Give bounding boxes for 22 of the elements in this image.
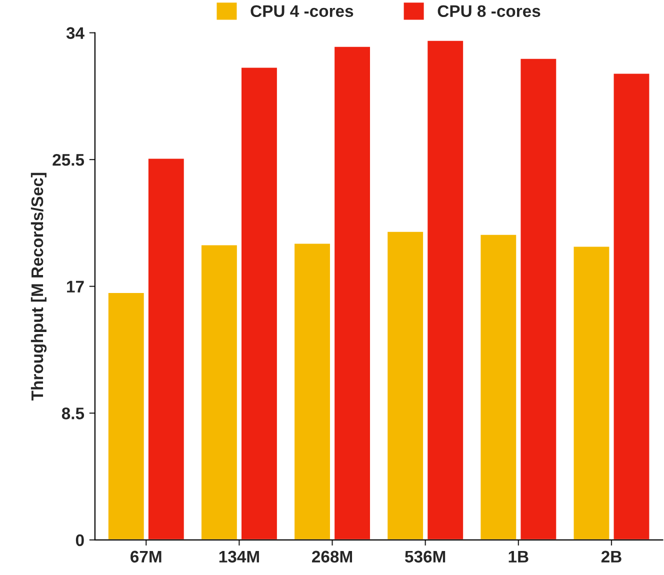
bar	[479, 233, 518, 540]
y-tick-label: 34	[66, 27, 84, 39]
y-tick-label: 8.5	[62, 408, 84, 420]
bar	[519, 57, 558, 540]
bar	[426, 40, 464, 540]
x-tick-label: 67M	[130, 550, 162, 563]
legend-label: CPU 4 -cores	[250, 5, 354, 18]
bar	[107, 292, 146, 540]
x-tick-label: 268M	[312, 550, 352, 563]
x-tick-label: 536M	[405, 550, 446, 563]
x-tick-label: 1B	[508, 550, 528, 562]
legend-label: CPU 8 -cores	[438, 5, 540, 18]
bar	[386, 230, 424, 540]
x-tick-label: 2B	[601, 550, 622, 562]
y-tick-label: 0	[76, 534, 84, 546]
y-axis-title: Throughput [M Records/Sec]	[30, 172, 47, 401]
bar	[612, 72, 651, 540]
y-tick-label: 17	[67, 280, 84, 292]
x-tick-label: 134M	[219, 550, 259, 563]
bar	[572, 245, 611, 540]
bar	[147, 157, 186, 540]
y-tick-label: 25.5	[52, 154, 84, 166]
